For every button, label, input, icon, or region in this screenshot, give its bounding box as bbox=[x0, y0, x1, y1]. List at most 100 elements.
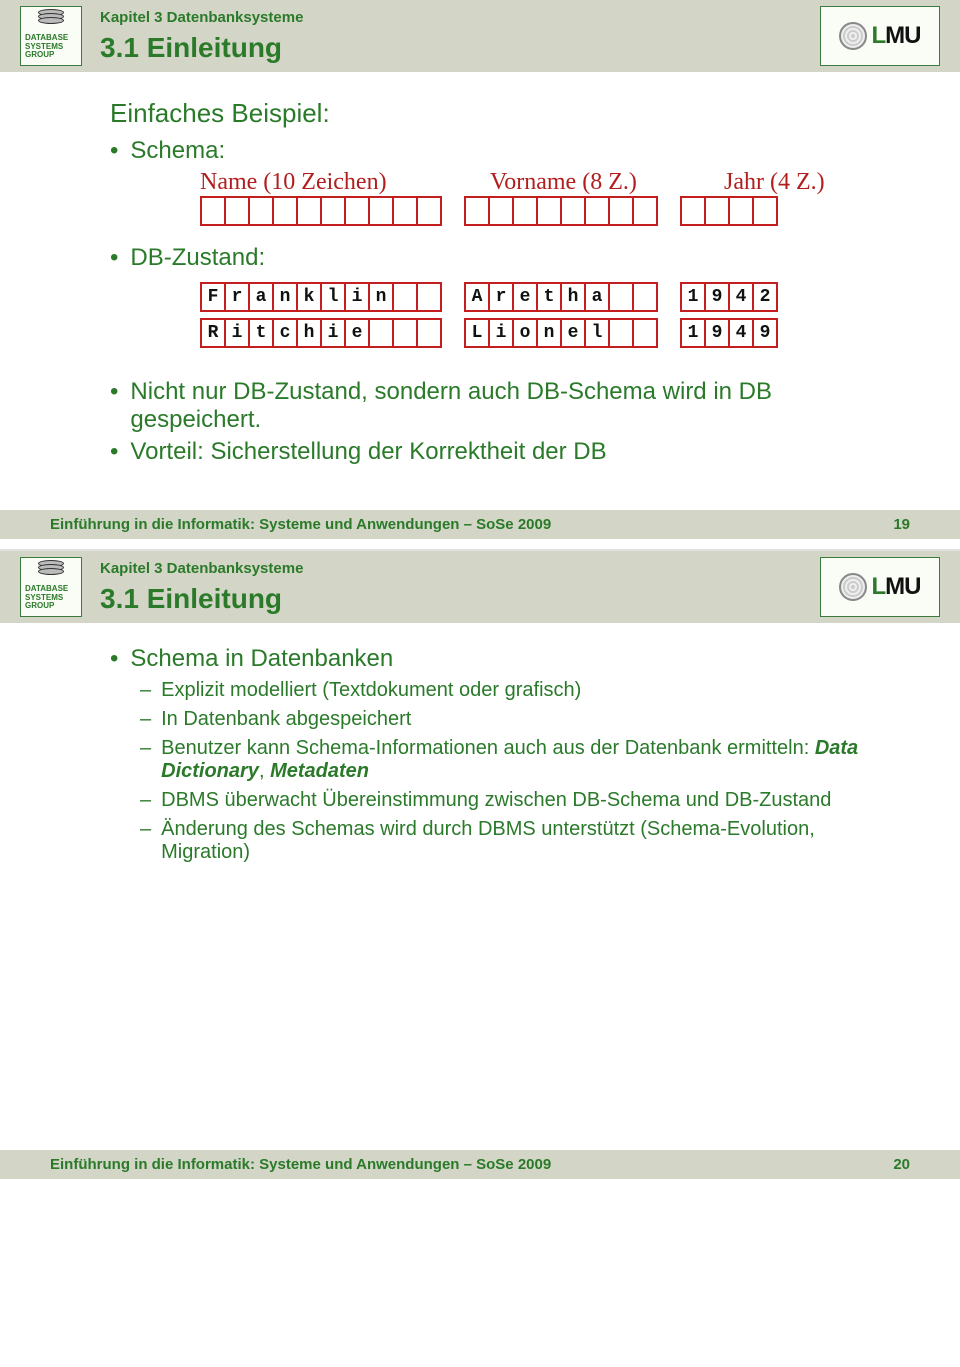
cell: A bbox=[464, 282, 490, 312]
notes: Nicht nur DB-Zustand, sondern auch DB-Sc… bbox=[110, 378, 920, 466]
cell bbox=[272, 196, 298, 226]
cell bbox=[512, 196, 538, 226]
cell: e bbox=[560, 318, 586, 348]
cell: 4 bbox=[728, 282, 754, 312]
cell: 2 bbox=[752, 282, 778, 312]
footer-text: Einführung in die Informatik: Systeme un… bbox=[50, 1156, 551, 1173]
col-name: Name (10 Zeichen) bbox=[200, 169, 460, 196]
cell bbox=[488, 196, 514, 226]
sub-item: Explizit modelliert (Textdokument oder g… bbox=[140, 679, 920, 702]
cell bbox=[608, 196, 634, 226]
slide-header: DATABASE SYSTEMS GROUP Kapitel 3 Datenba… bbox=[0, 551, 960, 623]
cell: l bbox=[320, 282, 346, 312]
data-row: RitchieLionel1949 bbox=[200, 318, 920, 348]
cell: n bbox=[272, 282, 298, 312]
lmu-seal-icon bbox=[839, 22, 867, 50]
cell-group: Aretha bbox=[464, 282, 658, 312]
cell bbox=[584, 196, 610, 226]
sub-item: Änderung des Schemas wird durch DBMS unt… bbox=[140, 818, 920, 864]
cell-group bbox=[680, 196, 778, 226]
schema-label: Schema: bbox=[130, 137, 225, 165]
cell bbox=[416, 196, 442, 226]
cell bbox=[296, 196, 322, 226]
chapter-title: Kapitel 3 Datenbanksysteme bbox=[100, 9, 802, 26]
cell bbox=[392, 196, 418, 226]
cell: k bbox=[296, 282, 322, 312]
cell bbox=[368, 318, 394, 348]
example-heading: Einfaches Beispiel: bbox=[110, 98, 920, 129]
cell bbox=[560, 196, 586, 226]
cell: i bbox=[488, 318, 514, 348]
schema-column-labels: Name (10 Zeichen) Vorname (8 Z.) Jahr (4… bbox=[200, 169, 920, 196]
col-jahr: Jahr (4 Z.) bbox=[724, 169, 844, 196]
sub-item: Benutzer kann Schema-Informationen auch … bbox=[140, 737, 920, 783]
slide-content: Einfaches Beispiel: Schema: Name (10 Zei… bbox=[0, 72, 960, 480]
data-rows: FranklinAretha1942RitchieLionel1949 bbox=[110, 282, 920, 348]
cell bbox=[632, 282, 658, 312]
dsg-logo-box: DATABASE SYSTEMS GROUP bbox=[20, 557, 82, 617]
cell bbox=[632, 318, 658, 348]
zustand-label: DB-Zustand: bbox=[130, 244, 265, 272]
cell: h bbox=[296, 318, 322, 348]
cell: n bbox=[368, 282, 394, 312]
cell bbox=[344, 196, 370, 226]
dsg-label: DATABASE SYSTEMS GROUP bbox=[23, 34, 79, 60]
cell: n bbox=[536, 318, 562, 348]
section-title: 3.1 Einleitung bbox=[100, 583, 802, 615]
slide-header: DATABASE SYSTEMS GROUP Kapitel 3 Datenba… bbox=[0, 0, 960, 72]
slide-content: Schema in Datenbanken Explizit modellier… bbox=[0, 623, 960, 880]
cell bbox=[632, 196, 658, 226]
dsg-label: DATABASE SYSTEMS GROUP bbox=[23, 585, 79, 611]
cell bbox=[320, 196, 346, 226]
cell-group: 1942 bbox=[680, 282, 778, 312]
slide-footer: Einführung in die Informatik: Systeme un… bbox=[0, 1150, 960, 1179]
section-title: 3.1 Einleitung bbox=[100, 32, 802, 64]
note-1: Nicht nur DB-Zustand, sondern auch DB-Sc… bbox=[110, 378, 920, 434]
cell: R bbox=[200, 318, 226, 348]
cell: t bbox=[248, 318, 274, 348]
cell: i bbox=[344, 282, 370, 312]
cell bbox=[200, 196, 226, 226]
lmu-logo-box: LMU bbox=[820, 6, 940, 66]
chapter-title: Kapitel 3 Datenbanksysteme bbox=[100, 560, 802, 577]
cell: L bbox=[464, 318, 490, 348]
cell: l bbox=[584, 318, 610, 348]
cell bbox=[392, 282, 418, 312]
cell-group: Franklin bbox=[200, 282, 442, 312]
lmu-seal-icon bbox=[839, 573, 867, 601]
cell-group: Ritchie bbox=[200, 318, 442, 348]
cell: e bbox=[344, 318, 370, 348]
cell-group bbox=[200, 196, 442, 226]
schema-db-heading: Schema in Datenbanken bbox=[110, 645, 920, 673]
cell-group: Lionel bbox=[464, 318, 658, 348]
cell bbox=[416, 318, 442, 348]
cell: 9 bbox=[704, 282, 730, 312]
cell: t bbox=[536, 282, 562, 312]
cell bbox=[368, 196, 394, 226]
slide20-items: Explizit modelliert (Textdokument oder g… bbox=[110, 679, 920, 864]
cell: a bbox=[248, 282, 274, 312]
cell: 9 bbox=[704, 318, 730, 348]
cell bbox=[464, 196, 490, 226]
page-number: 19 bbox=[893, 516, 910, 533]
header-titles: Kapitel 3 Datenbanksysteme 3.1 Einleitun… bbox=[100, 6, 802, 66]
header-titles: Kapitel 3 Datenbanksysteme 3.1 Einleitun… bbox=[100, 557, 802, 617]
cell bbox=[416, 282, 442, 312]
schema-bullet: Schema: bbox=[110, 137, 920, 165]
cell: c bbox=[272, 318, 298, 348]
schema-empty-row bbox=[200, 196, 920, 226]
slide-footer: Einführung in die Informatik: Systeme un… bbox=[0, 510, 960, 539]
cell: 9 bbox=[752, 318, 778, 348]
cell: a bbox=[584, 282, 610, 312]
cell bbox=[536, 196, 562, 226]
cell bbox=[608, 282, 634, 312]
page-number: 20 bbox=[893, 1156, 910, 1173]
dsg-logo-box: DATABASE SYSTEMS GROUP bbox=[20, 6, 82, 66]
cell-group bbox=[464, 196, 658, 226]
cell: r bbox=[224, 282, 250, 312]
database-icon bbox=[38, 12, 64, 32]
col-vorname: Vorname (8 Z.) bbox=[490, 169, 698, 196]
cell bbox=[608, 318, 634, 348]
cell: i bbox=[320, 318, 346, 348]
lmu-text: LMU bbox=[871, 22, 920, 50]
